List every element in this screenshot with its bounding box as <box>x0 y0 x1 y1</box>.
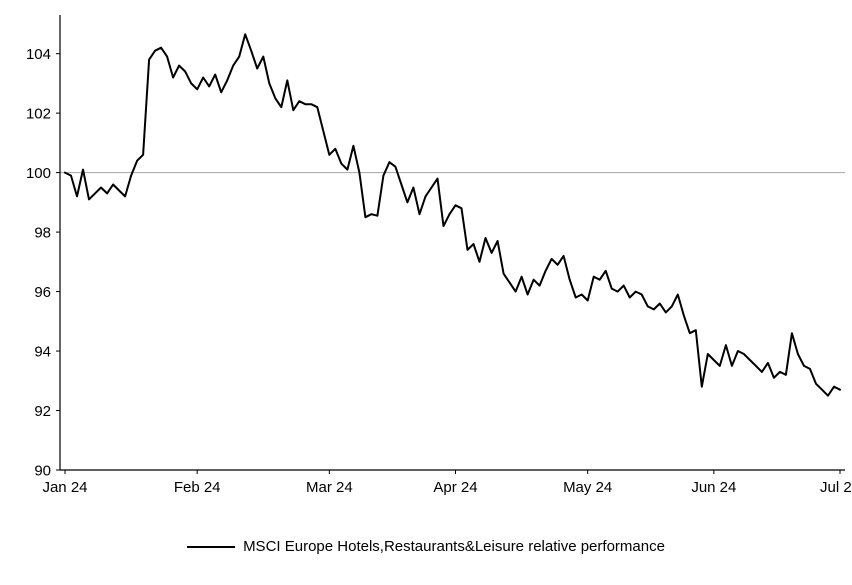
y-tick-label: 96 <box>34 284 51 301</box>
x-tick-label: Jun 24 <box>691 479 736 496</box>
series-line <box>64 33 841 397</box>
y-tick-label: 100 <box>26 165 51 182</box>
x-tick-label: Jan 24 <box>42 479 87 496</box>
legend-label: MSCI Europe Hotels,Restaurants&Leisure r… <box>243 538 665 555</box>
y-tick-label: 104 <box>26 46 51 63</box>
axes <box>59 15 845 471</box>
line-chart: 90 92 94 96 98 100 102 104 Jan 24 Feb 24 Mar 24 Apr… <box>26 15 852 496</box>
x-tick-label: Jul 24 <box>820 479 852 496</box>
y-tick-label: 90 <box>34 462 51 479</box>
y-tick-label: 98 <box>34 224 51 241</box>
x-tick-label: May 24 <box>563 479 612 496</box>
y-tick-label: 94 <box>34 343 51 360</box>
y-tick-label: 102 <box>26 105 51 122</box>
x-tick-label: Feb 24 <box>174 479 221 496</box>
x-tick-label: Mar 24 <box>306 479 353 496</box>
y-tick-label: 92 <box>34 403 51 420</box>
legend: MSCI Europe Hotels,Restaurants&Leisure r… <box>0 538 852 555</box>
legend-line-swatch <box>187 545 236 548</box>
x-tick-label: Apr 24 <box>433 479 477 496</box>
